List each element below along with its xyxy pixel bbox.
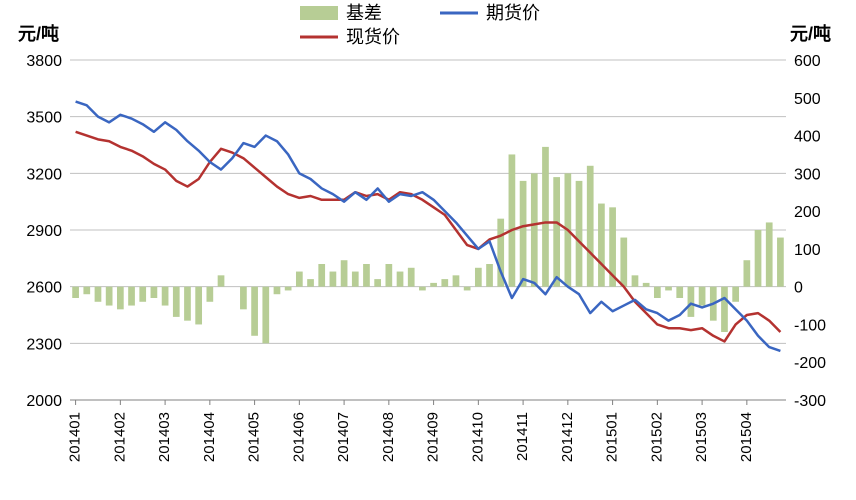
svg-text:3200: 3200: [26, 166, 62, 183]
svg-text:201405: 201405: [246, 412, 263, 462]
svg-text:3500: 3500: [26, 110, 62, 127]
svg-text:-300: -300: [794, 393, 826, 410]
svg-text:基差: 基差: [346, 3, 382, 23]
y-right-title: 元/吨: [790, 23, 831, 44]
svg-text:2300: 2300: [26, 336, 62, 353]
svg-text:600: 600: [794, 53, 821, 70]
y-left-title: 元/吨: [18, 23, 59, 44]
svg-text:201407: 201407: [335, 412, 352, 462]
svg-text:0: 0: [794, 280, 803, 297]
svg-text:300: 300: [794, 166, 821, 183]
svg-text:201502: 201502: [648, 412, 665, 462]
svg-text:400: 400: [794, 129, 821, 146]
svg-text:201409: 201409: [425, 412, 442, 462]
svg-text:现货价: 现货价: [346, 27, 400, 47]
y-left-ticks: 2000 2300 2600 2900 3200 3500 3800: [26, 53, 62, 410]
svg-text:201403: 201403: [156, 412, 173, 462]
svg-text:201404: 201404: [201, 412, 218, 462]
svg-text:500: 500: [794, 91, 821, 108]
basis-bars: [72, 147, 784, 343]
svg-text:201408: 201408: [380, 412, 397, 462]
svg-text:-200: -200: [794, 355, 826, 372]
svg-text:201501: 201501: [604, 412, 621, 462]
svg-text:201410: 201410: [469, 412, 486, 462]
svg-text:2600: 2600: [26, 280, 62, 297]
svg-text:201411: 201411: [514, 412, 531, 461]
svg-text:201503: 201503: [693, 412, 710, 462]
svg-text:201402: 201402: [111, 412, 128, 462]
x-ticks: 201401 201402 201403 201404 201405 201406 2014…: [67, 400, 755, 462]
svg-text:3800: 3800: [26, 53, 62, 70]
svg-text:2000: 2000: [26, 393, 62, 410]
svg-text:2900: 2900: [26, 223, 62, 240]
price-lines: [76, 102, 781, 351]
svg-text:201406: 201406: [290, 412, 307, 462]
svg-text:100: 100: [794, 242, 821, 259]
gridlines: [70, 60, 786, 400]
legend: 基差 期货价现货价: [300, 3, 540, 47]
svg-text:-100: -100: [794, 317, 826, 334]
svg-text:201412: 201412: [559, 412, 576, 462]
price-basis-chart: 元/吨 元/吨 基差期货价现货价 20002300260029003200350…: [0, 0, 856, 500]
y-right-ticks: -300 -200 -100 0 100 200 300 400 500 600: [794, 53, 826, 410]
svg-text:200: 200: [794, 204, 821, 221]
svg-text:201504: 201504: [738, 412, 755, 462]
svg-text:期货价: 期货价: [486, 3, 540, 23]
svg-text:201401: 201401: [67, 412, 84, 462]
